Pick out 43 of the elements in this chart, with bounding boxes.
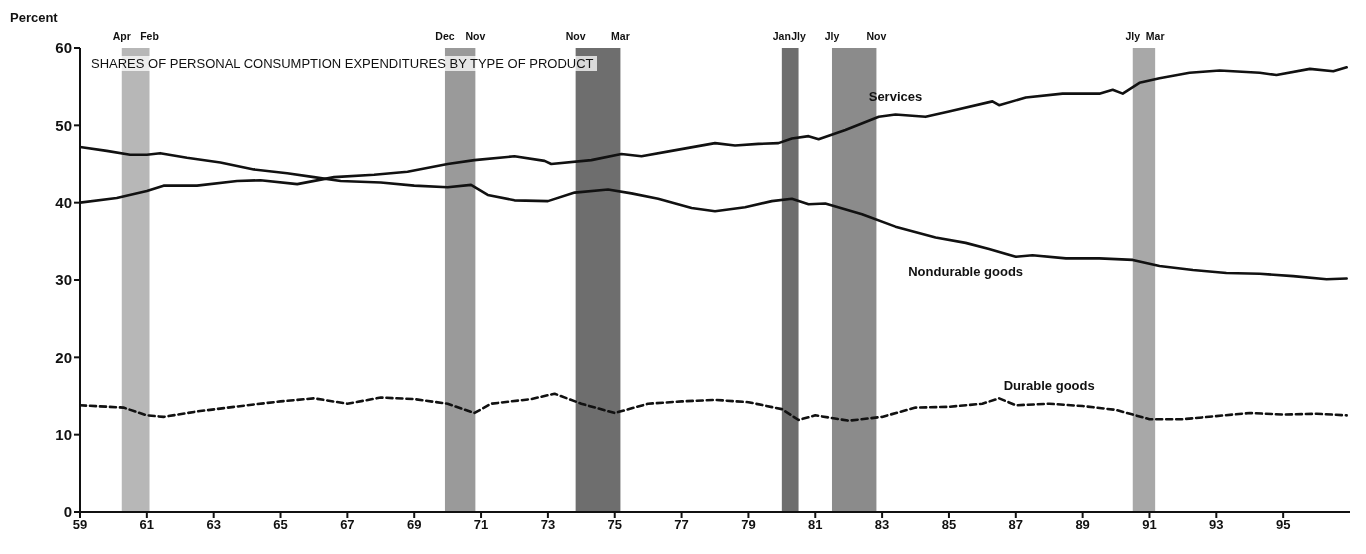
x-tick-label: 95 [1275,517,1291,533]
annotation: Jly [791,30,806,42]
x-tick-label: 89 [1075,517,1090,533]
y-tick-label: 20 [55,348,72,366]
annotation: Jly [824,30,840,42]
x-tick-label: 85 [941,517,957,533]
annotation: Feb [140,30,159,42]
y-axis-title: Percent [10,10,58,25]
y-tick-label: 0 [63,503,72,521]
annotation: Nov [565,30,586,42]
annotation: Apr [112,30,131,42]
x-tick-label: 61 [139,517,155,533]
annotation: Jly [1125,30,1141,42]
x-tick-label: 59 [72,517,88,533]
x-tick-label: 75 [607,517,622,533]
x-tick-label: 69 [406,517,422,533]
series-label: Durable goods [1003,377,1095,393]
annotation: Jan [772,30,791,42]
y-tick-label: 10 [55,425,72,443]
annotation: Mar [611,30,630,42]
annotation: Mar [1145,30,1165,42]
series-label: Services [868,88,923,104]
x-tick-label: 77 [674,517,689,533]
x-tick-label: 93 [1209,517,1224,533]
y-tick-label: 50 [55,116,72,134]
x-tick-label: 67 [340,517,355,533]
x-tick-label: 65 [273,517,288,533]
x-tick-label: 91 [1142,517,1157,533]
series-label: Nondurable goods [908,264,1024,280]
x-tick-label: 87 [1008,517,1024,533]
y-tick-label: 40 [55,193,72,211]
x-tick-label: 81 [808,517,823,533]
y-tick-label: 60 [55,39,72,57]
x-tick-label: 73 [540,517,556,533]
annotation: Nov [465,30,486,42]
x-tick-label: 71 [473,517,489,533]
x-tick-label: 79 [741,517,756,533]
x-tick-label: 83 [874,517,890,533]
x-tick-label: 63 [206,517,221,533]
annotation: Dec [435,30,455,42]
text: SHARES OF PERSONAL CONSUMPTION EXPENDITURES BY TYPE OF PRODUCT [88,56,597,71]
annotation: Nov [866,30,887,42]
y-tick-label: 30 [55,271,72,289]
